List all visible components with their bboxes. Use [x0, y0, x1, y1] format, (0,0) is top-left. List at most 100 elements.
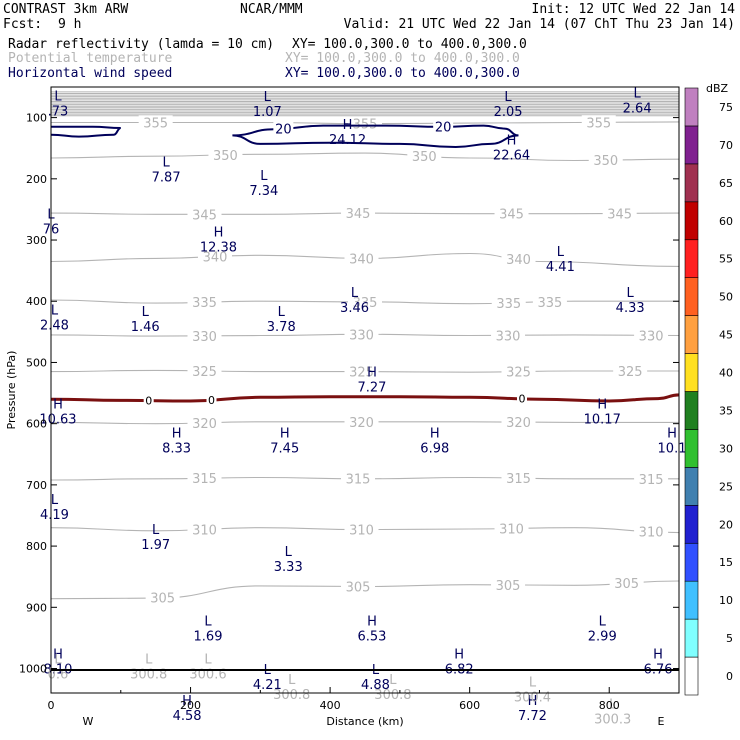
theta-contour-label: 315 — [639, 473, 664, 488]
colorbar-swatch — [684, 429, 699, 468]
wind-extremum-marker: L — [627, 286, 635, 301]
theta-contour-label: 345 — [346, 207, 371, 222]
theta-extremum-value: 300.3 — [594, 712, 631, 727]
theta-contour-label: 315 — [506, 472, 531, 487]
colorbar-swatch — [684, 277, 699, 316]
wind-extremum-marker: H — [343, 118, 353, 133]
theta-contour-label: 325 — [618, 365, 643, 380]
wind-extremum-marker: H — [667, 427, 677, 442]
theta-extremum-value: 300.8 — [273, 688, 310, 703]
wind-extremum-marker: L — [204, 615, 212, 630]
theta-extremum-value: 300.4 — [514, 690, 551, 705]
theta-extremum-value: 300.8 — [130, 668, 167, 683]
colorbar-unit: dBZ — [706, 82, 729, 95]
contour-label-bg — [613, 364, 648, 379]
freezing-level-label: 0 — [145, 395, 152, 408]
wind-extremum-marker: L — [152, 523, 160, 538]
field-theta-name: Potential temperature — [8, 51, 173, 66]
wind-extremum-marker: L — [599, 615, 607, 630]
wind-extremum-value: 24.12 — [329, 133, 366, 148]
freezing-label-bg — [206, 393, 217, 406]
wind-extremum-marker: L — [278, 305, 286, 320]
contour-label-bg — [344, 364, 379, 379]
theta-contour-label: 305 — [496, 579, 521, 594]
contour-label-bg — [208, 147, 243, 162]
theta-contour-label: 335 — [192, 296, 217, 311]
colorbar-tick-label: 10 — [719, 594, 733, 607]
colorbar-tick-label: 75 — [719, 101, 733, 114]
wind-extremum-marker: H — [454, 648, 464, 663]
theta-contour-label: 340 — [203, 251, 228, 266]
y-tick-label: 100 — [26, 112, 47, 125]
wind-contour-label: 20 — [275, 123, 292, 138]
wind-extremum-value: .73 — [48, 104, 69, 119]
contour-label-bg — [187, 471, 222, 486]
colorbar-swatch — [684, 315, 699, 354]
theta-contour-label: 340 — [349, 252, 374, 267]
colorbar-tick-label: 60 — [719, 215, 733, 228]
contour-label-bg — [187, 522, 222, 537]
theta-contour-label: 335 — [353, 296, 378, 311]
colorbar-swatch — [684, 580, 699, 620]
wind-extremum-value: 7.34 — [249, 184, 278, 199]
wind-extremum-value: 7.45 — [270, 442, 299, 457]
colorbar-tick-label: 65 — [719, 177, 733, 190]
colorbar-tick-label: 30 — [719, 442, 733, 455]
upper-boundary-hatching — [51, 91, 679, 117]
colorbar-swatch — [684, 239, 699, 278]
field-reflectivity-name: Radar reflectivity (lamda = 10 cm) — [8, 37, 274, 52]
wind-speed-contours: 20 20 — [50, 119, 519, 149]
wind-extremum-marker: L — [351, 286, 359, 301]
wind-extremum-value: 4.88 — [361, 678, 390, 693]
theta-contour-label: 315 — [192, 472, 217, 487]
x-tick-label: 0 — [48, 699, 55, 712]
colorbar-tick-label: 40 — [719, 367, 733, 380]
y-tick-label: 700 — [26, 479, 47, 492]
wind-extremum-marker: L — [54, 89, 62, 104]
x-tick-label: 200 — [180, 699, 201, 712]
init-time: Init: 12 UTC Wed 22 Jan 14 — [532, 2, 736, 17]
model-title: CONTRAST 3km ARW — [3, 2, 128, 17]
colorbar-swatch — [684, 125, 699, 165]
wind-extremum-value: 3.33 — [274, 560, 303, 575]
freezing-level-label: 0 — [519, 393, 526, 406]
field-theta-xy: XY= 100.0,300.0 to 400.0,300.0 — [285, 51, 520, 66]
wind-extremum-marker: H — [182, 694, 192, 709]
contour-label-bg — [634, 328, 669, 343]
theta-contour-label: 305 — [150, 591, 175, 606]
theta-contour-label: 310 — [192, 523, 217, 538]
contour-label-bg — [187, 415, 222, 430]
wind-extremum-marker: L — [51, 493, 59, 508]
wind-extremum-value: 4.33 — [616, 301, 645, 316]
field-wind-name: Horizontal wind speed — [8, 66, 172, 81]
contour-label-bg — [609, 576, 644, 591]
theta-extremum-value: 300.6 — [189, 668, 226, 683]
theta-contour-label: 320 — [349, 416, 374, 431]
colorbar-tick-label: 25 — [719, 480, 733, 493]
colorbar-swatch — [684, 618, 699, 658]
theta-contour-label: 340 — [506, 253, 531, 268]
contour-label-bg — [501, 415, 536, 430]
theta-contour-label: 310 — [639, 525, 664, 540]
theta-extremum-marker: L — [204, 653, 212, 668]
wind-extremum-marker: L — [264, 90, 272, 105]
theta-contour-label: 355 — [586, 116, 611, 131]
theta-contour-label: 350 — [213, 149, 238, 164]
forecast-hour: 9 h — [58, 17, 81, 32]
wind-extremum-value: 12.38 — [200, 240, 237, 255]
wind-extremum-value: 2.05 — [494, 105, 523, 120]
contour-label-bg — [494, 206, 529, 221]
contour-label-bg — [491, 295, 526, 310]
wind-extremum-marker: L — [142, 305, 150, 320]
y-tick-label: 600 — [26, 418, 47, 431]
wind-extremum-value: 4.58 — [173, 709, 202, 724]
y-tick-label: 400 — [26, 295, 47, 308]
wind-extremum-marker: H — [653, 648, 663, 663]
wind-extremum-marker: H — [367, 366, 377, 381]
contour-label-bg — [344, 522, 379, 537]
theta-contour-label: 320 — [506, 416, 531, 431]
freezing-label-bg — [143, 394, 154, 407]
theta-contour-label: 345 — [607, 207, 632, 222]
